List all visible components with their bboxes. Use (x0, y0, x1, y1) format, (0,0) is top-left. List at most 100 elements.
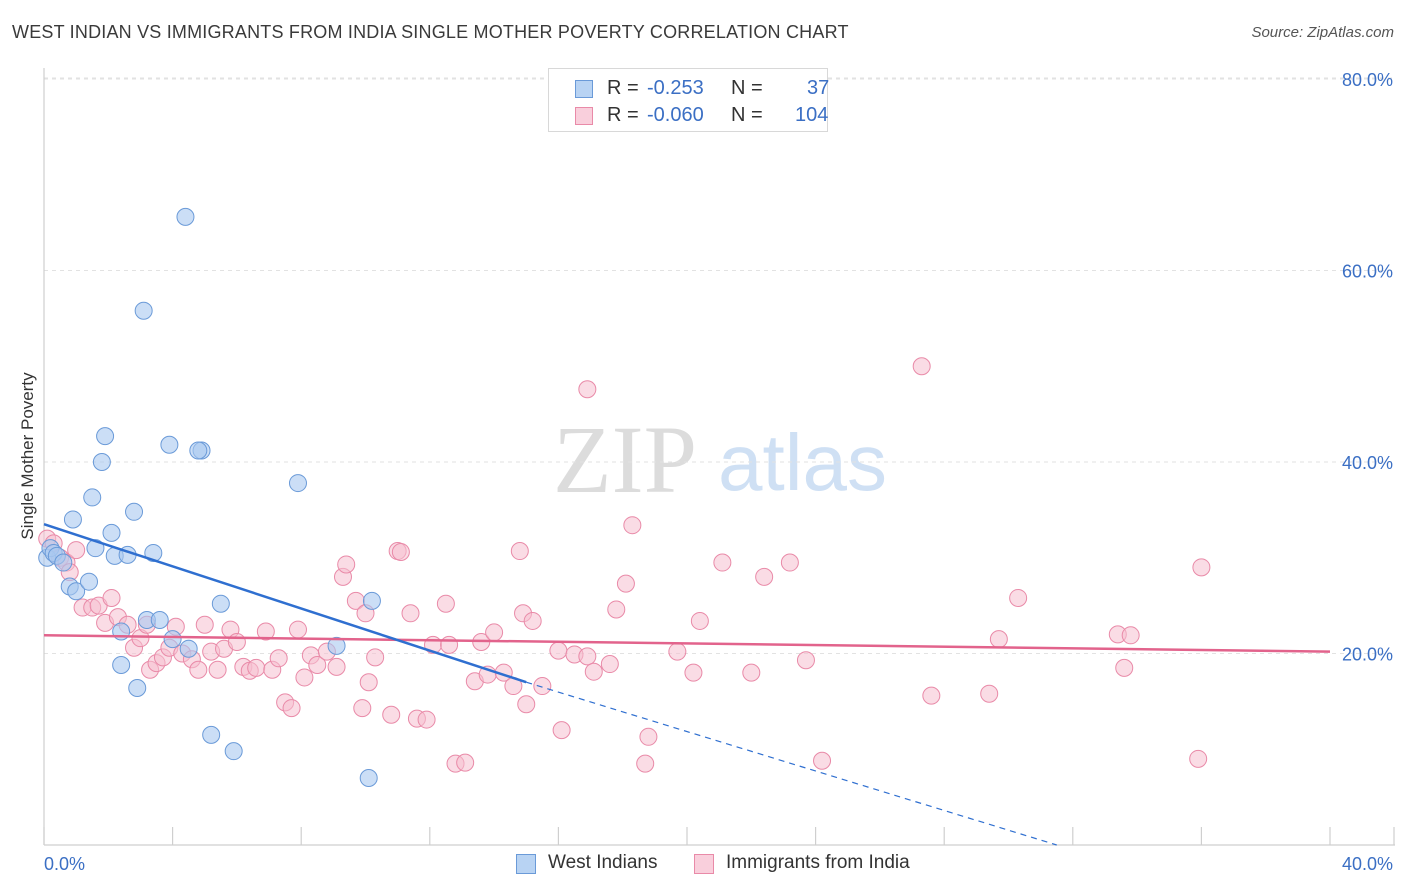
data-point-west-indians (63, 510, 82, 529)
data-point-india (337, 555, 356, 574)
data-point-west-indians (112, 655, 131, 674)
data-point-india (195, 615, 214, 634)
data-point-india (690, 611, 709, 630)
data-point-west-indians (83, 488, 102, 507)
data-point-india (366, 648, 385, 667)
data-point-india (353, 699, 372, 718)
chart-title: WEST INDIAN VS IMMIGRANTS FROM INDIA SIN… (12, 22, 849, 42)
data-point-india (517, 695, 536, 714)
data-point-west-indians (150, 610, 169, 629)
data-point-india (922, 686, 941, 705)
data-point-india (912, 357, 931, 376)
data-point-india (440, 635, 459, 654)
trend-line-west-indians-extension (526, 681, 1057, 846)
data-point-india (359, 673, 378, 692)
india-swatch (575, 107, 593, 125)
n-label: N = (731, 104, 763, 126)
r-value: -0.060 (647, 104, 704, 126)
n-value: 37 (807, 77, 830, 99)
data-point-west-indians (80, 572, 99, 591)
data-point-west-indians (224, 742, 243, 761)
data-point-india (227, 633, 246, 652)
n-value: 104 (795, 104, 829, 126)
data-point-west-indians (96, 427, 115, 446)
data-point-india (295, 668, 314, 687)
data-point-west-indians (202, 725, 221, 744)
data-point-india (485, 623, 504, 642)
data-point-india (510, 542, 529, 561)
data-point-india (755, 567, 774, 586)
west-indians-swatch (516, 854, 536, 874)
data-point-india (600, 655, 619, 674)
data-point-west-indians (92, 453, 111, 471)
source-label: Source: ZipAtlas.com (1251, 24, 1394, 41)
data-point-india (327, 657, 346, 676)
data-point-india (417, 710, 436, 729)
west-indians-swatch (575, 80, 593, 98)
y-axis-title: Single Mother Poverty (18, 372, 37, 540)
data-point-west-indians (54, 553, 73, 572)
data-point-west-indians (288, 474, 307, 493)
legend-label: Immigrants from India (726, 852, 910, 873)
data-point-west-indians (163, 630, 182, 649)
data-point-india (796, 651, 815, 670)
data-point-india (639, 727, 658, 746)
data-point-india (623, 516, 642, 535)
data-point-west-indians (144, 543, 163, 562)
data-point-india (549, 641, 568, 660)
trend-line-india (43, 634, 1331, 653)
data-point-india (533, 677, 552, 696)
data-point-india (288, 620, 307, 639)
data-point-india (578, 380, 597, 399)
data-point-west-indians (362, 591, 381, 610)
r-label: R = (607, 77, 639, 99)
data-point-india (552, 721, 571, 740)
data-point-west-indians (134, 301, 153, 320)
y-tick-label: 40.0% (1342, 453, 1393, 473)
data-point-india (1115, 658, 1134, 677)
data-point-india (247, 658, 266, 677)
data-point-india (684, 663, 703, 682)
data-point-india (668, 642, 687, 661)
data-point-west-indians (179, 639, 198, 658)
data-point-india (269, 649, 288, 668)
data-point-india (282, 699, 301, 718)
y-tick-label: 20.0% (1342, 645, 1393, 665)
data-point-india (1009, 588, 1028, 607)
data-point-west-indians (359, 768, 378, 787)
data-point-west-indians (160, 435, 179, 454)
data-point-india (401, 604, 420, 623)
r-value: -0.253 (647, 77, 704, 99)
trend-line-west-indians (43, 523, 527, 684)
data-point-india (1189, 749, 1208, 768)
data-point-india (189, 660, 208, 679)
data-point-india (989, 630, 1008, 649)
data-point-india (1121, 626, 1140, 645)
n-label: N = (731, 77, 763, 99)
data-point-india (636, 754, 655, 773)
data-point-india (523, 611, 542, 630)
data-point-west-indians (67, 582, 86, 601)
data-point-west-indians (189, 441, 208, 460)
data-point-west-indians (128, 678, 147, 697)
india-swatch (694, 854, 714, 874)
data-point-india (67, 541, 86, 560)
data-point-india (391, 543, 410, 562)
data-point-india (742, 663, 761, 682)
data-point-india (780, 553, 799, 572)
data-point-india (1192, 558, 1211, 577)
data-point-india (616, 574, 635, 593)
data-point-west-indians (86, 539, 105, 558)
legend-label: West Indians (548, 852, 658, 873)
data-point-india (436, 594, 455, 613)
data-point-india (456, 753, 475, 772)
watermark-zip: ZIP (553, 406, 697, 513)
data-point-india (256, 622, 275, 641)
x-tick-label: 40.0% (1342, 854, 1393, 874)
data-point-west-indians (125, 502, 144, 521)
data-point-west-indians (176, 207, 195, 226)
data-point-india (208, 660, 227, 679)
watermark-atlas: atlas (718, 418, 887, 507)
data-point-india (607, 600, 626, 619)
